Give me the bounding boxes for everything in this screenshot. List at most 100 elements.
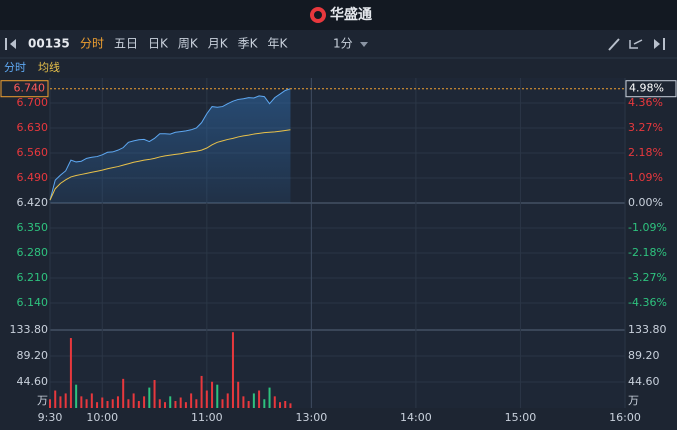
volume-unit: 万 (628, 394, 639, 407)
volume-bar (258, 390, 261, 408)
y-tick-label: 6.140 (17, 296, 49, 309)
top-bar (0, 0, 677, 30)
volume-bar (54, 390, 57, 408)
plot-area (50, 78, 625, 408)
y-tick-label: 6.210 (17, 271, 49, 284)
volume-bar (179, 397, 182, 408)
y2-tick-label: 3.27% (628, 121, 663, 134)
y-tick-label: 6.630 (17, 121, 49, 134)
series-line (49, 88, 291, 201)
volume-bar (148, 387, 151, 408)
settings-icon[interactable] (629, 39, 643, 49)
y2-tick-label: -3.27% (628, 271, 667, 284)
volume-bar (49, 399, 51, 408)
volume-bar (184, 402, 187, 408)
stock-code[interactable]: 00135 (28, 37, 70, 51)
tab[interactable]: 五日 (114, 37, 138, 51)
volume-tick-label: 44.60 (17, 375, 49, 388)
y-tick-label: 6.700 (17, 96, 49, 109)
volume-tick-label: 133.80 (10, 323, 49, 336)
volume-tick-label: 44.60 (628, 375, 660, 388)
volume-bar (90, 393, 93, 408)
y-tick-label: 6.560 (17, 146, 49, 159)
tab[interactable]: 日K (148, 37, 169, 51)
x-tick-label: 16:00 (609, 411, 641, 424)
volume-bar (85, 399, 88, 408)
volume-bar (158, 399, 161, 408)
volume-tick-label: 89.20 (628, 349, 660, 362)
tab[interactable]: 年K (268, 37, 289, 51)
last-pct-label: 4.98% (629, 82, 664, 95)
tab[interactable]: 分时 (80, 37, 104, 51)
x-tick-label: 14:00 (400, 411, 432, 424)
volume-bar (153, 380, 156, 408)
volume-bar (190, 393, 193, 408)
x-tick-label: 9:30 (38, 411, 63, 424)
volume-bar (101, 397, 104, 408)
x-tick-label: 10:00 (86, 411, 118, 424)
volume-bar (116, 396, 119, 408)
volume-bar (59, 396, 62, 408)
volume-bar (216, 384, 219, 408)
tab[interactable]: 季K (238, 37, 259, 51)
volume-bar (195, 399, 198, 408)
y2-tick-label: 1.09% (628, 171, 663, 184)
app-title: 华盛通 (330, 6, 372, 23)
volume-bar (268, 387, 271, 408)
expand-icon[interactable] (654, 38, 665, 50)
volume-bar (226, 393, 229, 408)
draw-icon[interactable] (608, 38, 620, 51)
x-tick-label: 11:00 (191, 411, 223, 424)
volume-bar (143, 396, 146, 408)
logo (310, 7, 326, 23)
x-tick-label: 15:00 (505, 411, 537, 424)
volume-bar (80, 396, 83, 408)
volume-bar (111, 399, 114, 408)
volume-bar (279, 402, 281, 408)
volume-bar (69, 338, 72, 408)
volume-bar (273, 396, 276, 408)
volume-bar (164, 402, 166, 408)
price-area (50, 88, 291, 203)
volume-unit: 万 (37, 394, 48, 407)
volume-bar (284, 401, 287, 408)
collapse-icon[interactable] (5, 38, 16, 50)
y2-tick-label: 0.00% (628, 196, 663, 209)
last-price-label: 6.740 (14, 82, 46, 95)
y-tick-label: 6.420 (17, 196, 49, 209)
volume-bar (289, 403, 292, 408)
y2-tick-label: 2.18% (628, 146, 663, 159)
volume-bar (132, 393, 135, 408)
volume-bar (263, 399, 266, 408)
y2-tick-label: -2.18% (628, 246, 667, 259)
volume-bar (231, 332, 234, 408)
volume-bar (211, 381, 214, 408)
y2-tick-label: -1.09% (628, 221, 667, 234)
volume-bar (174, 401, 177, 408)
volume-bar (221, 399, 224, 408)
tab[interactable]: 月K (208, 37, 229, 51)
volume-bar (106, 401, 109, 408)
volume-bar (242, 396, 245, 408)
dropdown-arrow[interactable] (360, 42, 368, 47)
volume-tick-label: 133.80 (628, 323, 667, 336)
volume-bar (169, 396, 172, 408)
x-tick-label: 13:00 (296, 411, 328, 424)
volume-tick-label: 89.20 (17, 349, 49, 362)
volume-bar (252, 393, 255, 408)
volume-bar (122, 378, 125, 408)
tab[interactable]: 周K (178, 37, 199, 51)
interval-select[interactable]: 1分 (333, 37, 353, 51)
volume-bar (137, 401, 140, 408)
y-tick-label: 6.280 (17, 246, 49, 259)
volume-bar (237, 381, 240, 408)
volume-bar (64, 393, 67, 408)
series-line (49, 129, 291, 201)
volume-bar (75, 384, 78, 408)
volume-bar (200, 375, 203, 408)
legend-entry: 分时 (4, 61, 26, 74)
y2-tick-label: -4.36% (628, 296, 667, 309)
volume-bar (205, 390, 208, 408)
